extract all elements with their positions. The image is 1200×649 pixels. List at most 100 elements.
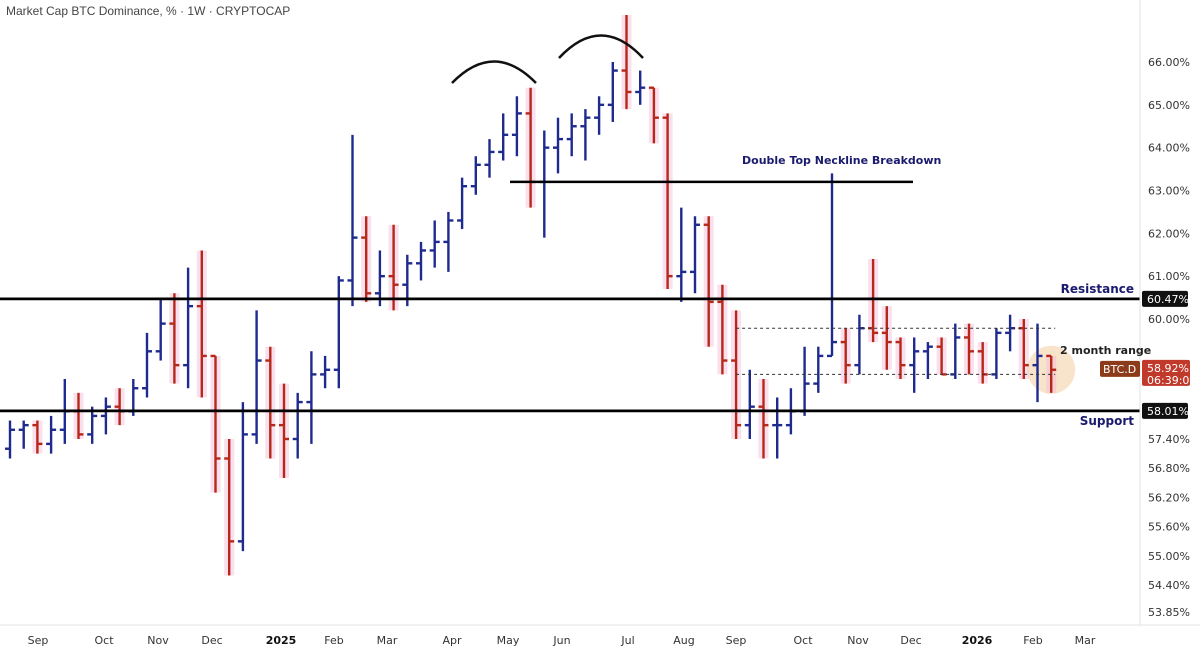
ohlc-bar	[183, 267, 194, 389]
y-tick-label: 66.00%	[1148, 56, 1190, 69]
ohlc-bar	[196, 250, 207, 398]
y-tick-label: 53.85%	[1148, 606, 1190, 619]
resistance-label: Resistance	[1061, 282, 1134, 296]
ohlc-bar	[251, 310, 262, 444]
ohlc-bar	[279, 383, 289, 478]
x-tick-label: Dec	[201, 634, 222, 647]
current-price-tag	[1142, 359, 1190, 386]
ohlc-bar	[553, 117, 563, 174]
x-tick-label: 2026	[962, 634, 993, 647]
level-lines	[0, 180, 1140, 413]
time-axis: Sep Oct Nov Dec 2025 Feb Mar Apr May Jun Jul Aug Sep…	[0, 624, 1200, 647]
support-price-tag	[1142, 402, 1188, 419]
y-tick-label: 64.00%	[1148, 142, 1190, 155]
ohlc-bar	[320, 355, 331, 389]
x-tick-label: Mar	[1075, 634, 1096, 647]
ohlc-bar	[813, 346, 824, 393]
price-axis-bg	[1140, 0, 1200, 649]
y-tick-label: 56.80%	[1148, 462, 1190, 475]
ohlc-bar	[73, 392, 84, 439]
ohlc-bar	[388, 224, 399, 311]
ohlc-bar	[991, 328, 1002, 379]
x-tick-label: Nov	[147, 634, 169, 647]
ohlc-bar	[690, 216, 700, 294]
ohlc-bar	[443, 211, 454, 272]
ohlc-bar	[18, 420, 29, 449]
support-label: Support	[1080, 414, 1135, 428]
y-tick-label: 55.60%	[1148, 521, 1190, 534]
chart-title: Market Cap BTC Dominance, % · 1W · CRYPT…	[6, 4, 291, 18]
x-tick-label: Feb	[324, 634, 343, 647]
ohlc-bar	[265, 346, 276, 459]
ohlc-bar	[881, 306, 892, 370]
x-tick-label: Apr	[442, 634, 462, 647]
ohlc-bar	[621, 15, 632, 110]
ohlc-bar	[799, 346, 810, 416]
ohlc-bar	[840, 328, 851, 384]
ohlc-bar	[594, 96, 605, 135]
x-tick-label: 2025	[266, 634, 297, 647]
ohlc-bar	[854, 314, 865, 375]
ohlc-bar	[374, 250, 385, 307]
ohlc-bar	[662, 113, 673, 290]
x-tick-label: Sep	[28, 634, 49, 647]
y-tick-label: 55.00%	[1148, 550, 1190, 563]
ohlc-bar	[827, 173, 837, 358]
ohlc-bar	[470, 156, 481, 195]
ohlc-bar	[1005, 314, 1016, 352]
ohlc-bar	[936, 337, 947, 376]
ohlc-bar	[306, 351, 317, 444]
support-price-text: 58.01%	[1147, 405, 1189, 418]
ohlc-bar	[5, 420, 15, 459]
ohlc-bar	[772, 397, 783, 459]
double-top-arc-left	[451, 60, 537, 84]
ohlc-bar	[292, 392, 303, 459]
ohlc-bar	[429, 220, 440, 268]
ohlc-bar	[868, 259, 879, 343]
x-tick-label: Sep	[726, 634, 747, 647]
ohlc-bar	[607, 62, 618, 122]
ohlc-bar	[744, 369, 755, 439]
ohlc-bar	[333, 276, 344, 389]
ohlc-bar	[361, 216, 372, 302]
x-tick-label: Oct	[793, 634, 813, 647]
y-tick-label: 62.00%	[1148, 227, 1190, 240]
ohlc-bar	[114, 388, 125, 426]
x-tick-label: Jul	[620, 634, 634, 647]
x-tick-label: Oct	[94, 634, 114, 647]
y-tick-label: 61.00%	[1148, 270, 1190, 283]
ohlc-bar	[648, 86, 659, 144]
ohlc-bar	[224, 439, 235, 576]
symbol-tag	[1100, 360, 1140, 377]
ohlc-bar	[457, 177, 468, 230]
ohlc-bar	[950, 323, 961, 379]
ohlc-bar	[922, 342, 933, 379]
ohlc-bar	[977, 342, 988, 384]
ohlc-bar	[1046, 354, 1057, 393]
ohlc-bar	[498, 113, 509, 161]
y-tick-label: 63.00%	[1148, 185, 1190, 198]
symbol-text: BTC.D	[1103, 363, 1136, 376]
ohlc-bar	[100, 397, 111, 435]
ohlc-bar	[416, 241, 426, 281]
ohlc-bar	[155, 297, 166, 361]
ohlc-bar	[511, 96, 522, 157]
ohlc-bar	[237, 402, 248, 552]
ohlc-bar	[484, 139, 495, 178]
ohlc-bar	[635, 70, 646, 105]
y-tick-label: 65.00%	[1148, 99, 1190, 112]
y-tick-label: 56.20%	[1148, 491, 1190, 504]
x-tick-label: Aug	[673, 634, 694, 647]
countdown-value: 06:39:04	[1147, 374, 1196, 387]
x-tick-label: Dec	[900, 634, 921, 647]
ohlc-bar	[210, 354, 221, 493]
x-tick-label: Jun	[552, 634, 570, 647]
ohlc-bar	[525, 87, 536, 208]
y-tick-label: 54.40%	[1148, 579, 1190, 592]
ohlc-bar	[909, 337, 920, 393]
ohlc-bar	[46, 415, 57, 454]
ohlc-bar	[1032, 323, 1043, 403]
ohlc-bar	[566, 113, 577, 157]
ohlc-bar	[347, 134, 358, 307]
